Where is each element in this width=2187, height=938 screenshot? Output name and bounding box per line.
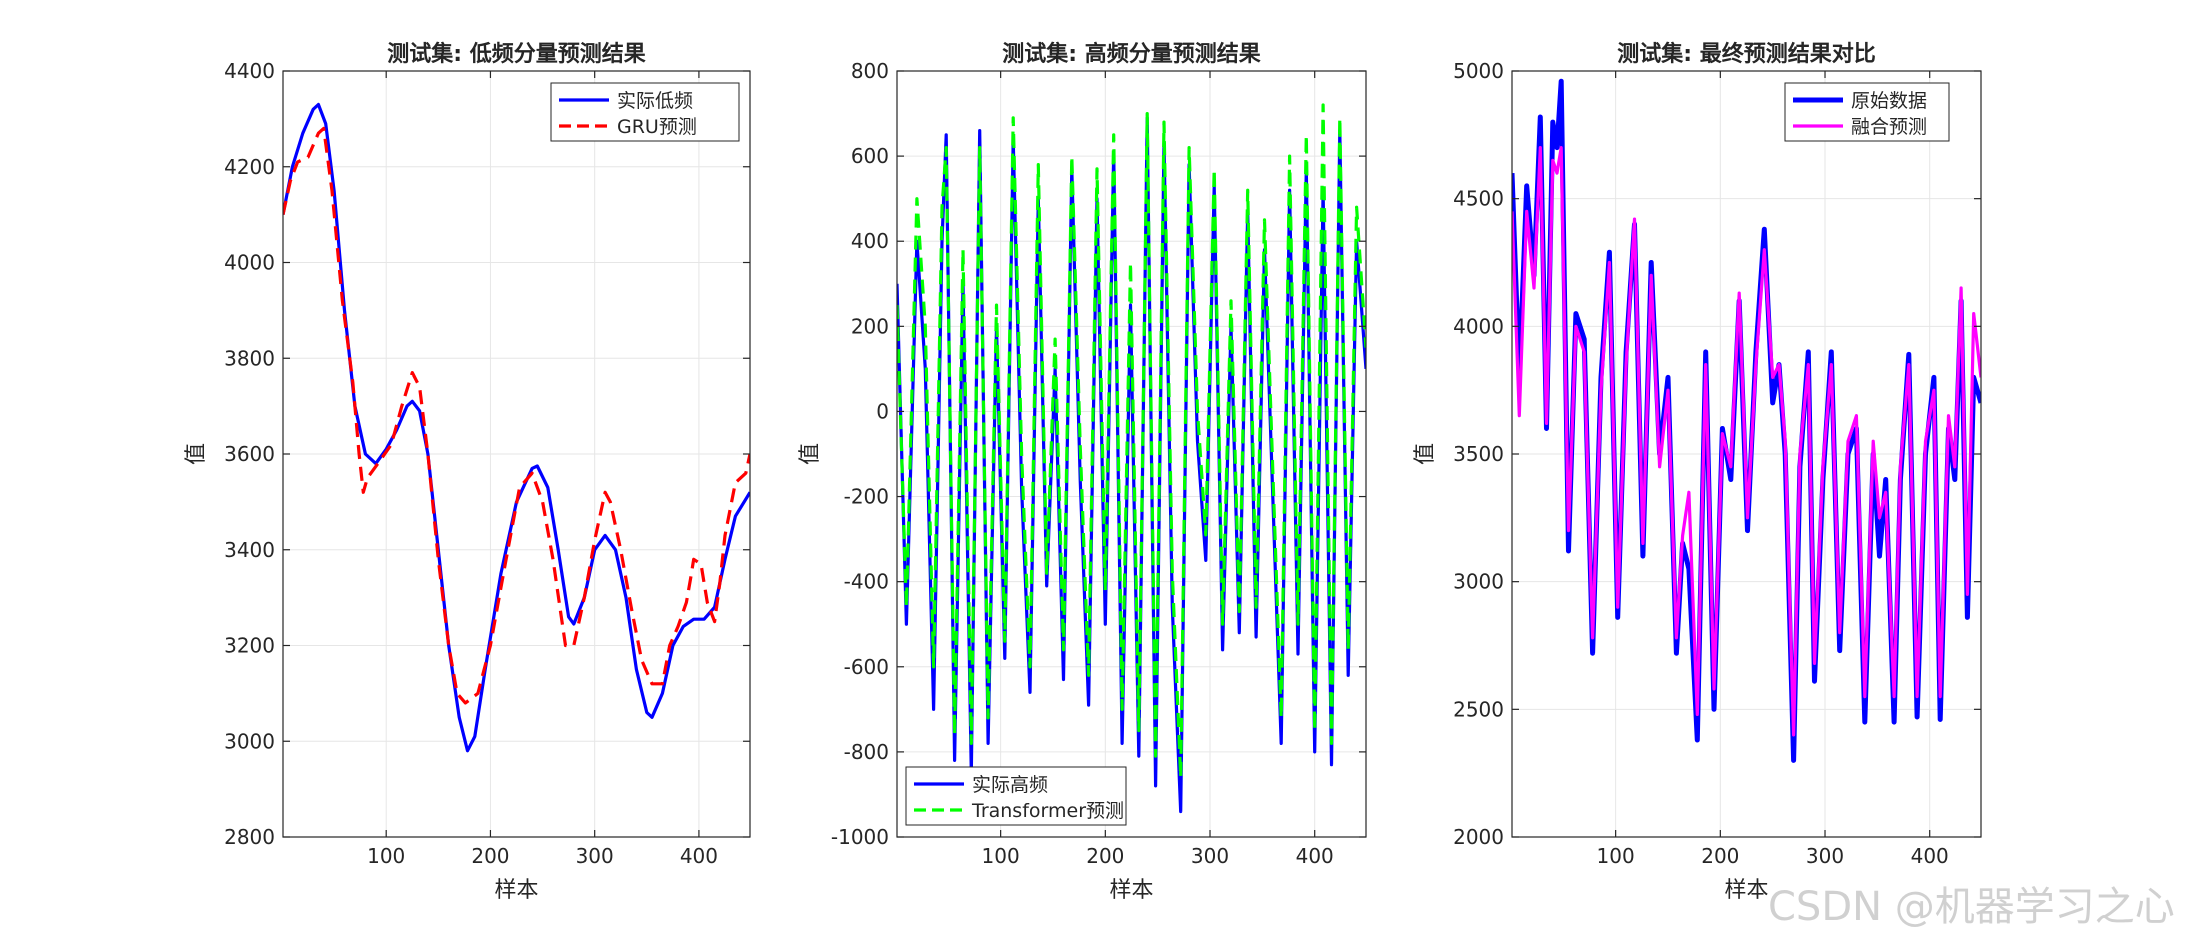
x-tick-label: 100 xyxy=(1597,844,1635,868)
y-tick-label: 3200 xyxy=(224,634,275,658)
chart-title: 测试集: 最终预测结果对比 xyxy=(1617,41,1875,67)
x-tick-label: 300 xyxy=(576,844,614,868)
chart-2: 100 200 300 400 -1000 -800 -600 -400 -200 0 200 400… xyxy=(798,41,1367,903)
y-tick-label: 3500 xyxy=(1453,442,1504,466)
x-tick-label: 400 xyxy=(1911,844,1949,868)
y-axis-label: 值 xyxy=(184,443,209,465)
legend: 实际低频 GRU预测 xyxy=(550,82,740,142)
x-tick-label: 300 xyxy=(1191,844,1229,868)
legend-box xyxy=(905,766,1127,826)
y-tick-label: -800 xyxy=(844,740,889,764)
x-tick-label: 300 xyxy=(1806,844,1844,868)
y-tick-label: 4200 xyxy=(224,155,275,179)
x-tick-label: 100 xyxy=(982,844,1020,868)
y-tick-label: 0 xyxy=(876,399,889,423)
axes-box xyxy=(896,70,1367,838)
y-axis-label: 值 xyxy=(1413,443,1438,465)
y-tick-label: -400 xyxy=(844,570,889,594)
y-tick-label: 4000 xyxy=(224,251,275,275)
series-line-2 xyxy=(897,103,1366,779)
x-axis-label: 样本 xyxy=(494,878,538,903)
y-tick-label: 3400 xyxy=(224,538,275,562)
legend-label: 实际低频 xyxy=(617,90,693,112)
legend: 实际高频 Transformer预测 xyxy=(905,766,1127,826)
y-tick-label: 2000 xyxy=(1453,825,1504,849)
legend-label: Transformer预测 xyxy=(971,800,1124,822)
y-tick-label: 4500 xyxy=(1453,187,1504,211)
y-tick-label: 3000 xyxy=(224,729,275,753)
x-axis-label: 样本 xyxy=(1724,878,1768,903)
series-line-2 xyxy=(1512,146,1981,737)
chart-1: 100 200 300 400 2800 3000 3200 3400 3600 3800 4000… xyxy=(184,41,751,903)
x-tick-label: 200 xyxy=(1701,844,1739,868)
y-tick-label: 2500 xyxy=(1453,697,1504,721)
x-tick-label: 100 xyxy=(367,844,405,868)
y-tick-label: 400 xyxy=(851,229,889,253)
y-tick-label: 3800 xyxy=(224,346,275,370)
chart-title: 测试集: 高频分量预测结果 xyxy=(1002,41,1260,67)
x-tick-label: 400 xyxy=(1296,844,1334,868)
y-tick-label: 3000 xyxy=(1453,570,1504,594)
x-tick-label: 200 xyxy=(471,844,509,868)
series-line-2 xyxy=(283,126,750,705)
y-tick-label: 5000 xyxy=(1453,59,1504,83)
legend-label: 实际高频 xyxy=(972,774,1048,796)
y-tick-label: 200 xyxy=(851,314,889,338)
legend-label: 融合预测 xyxy=(1851,116,1927,138)
chart-title: 测试集: 低频分量预测结果 xyxy=(387,41,645,67)
y-tick-label: 2800 xyxy=(224,825,275,849)
x-tick-label: 200 xyxy=(1086,844,1124,868)
legend-label: GRU预测 xyxy=(617,116,697,138)
y-tick-label: 4000 xyxy=(1453,314,1504,338)
y-tick-label: -200 xyxy=(844,485,889,509)
legend-box xyxy=(550,82,740,142)
legend-label: 原始数据 xyxy=(1851,90,1927,112)
y-tick-label: -1000 xyxy=(831,825,889,849)
y-tick-label: 3600 xyxy=(224,442,275,466)
y-tick-label: 600 xyxy=(851,144,889,168)
x-tick-label: 400 xyxy=(680,844,718,868)
y-tick-label: 800 xyxy=(851,59,889,83)
chart-3: 100 200 300 400 2000 2500 3000 3500 4000 4500 5000… xyxy=(1413,41,1982,903)
watermark: CSDN @机器学习之心 xyxy=(1768,884,2175,930)
legend-box xyxy=(1784,82,1950,142)
y-tick-label: -600 xyxy=(844,655,889,679)
y-tick-label: 4400 xyxy=(224,59,275,83)
x-axis-label: 样本 xyxy=(1109,878,1153,903)
y-axis-label: 值 xyxy=(798,443,823,465)
